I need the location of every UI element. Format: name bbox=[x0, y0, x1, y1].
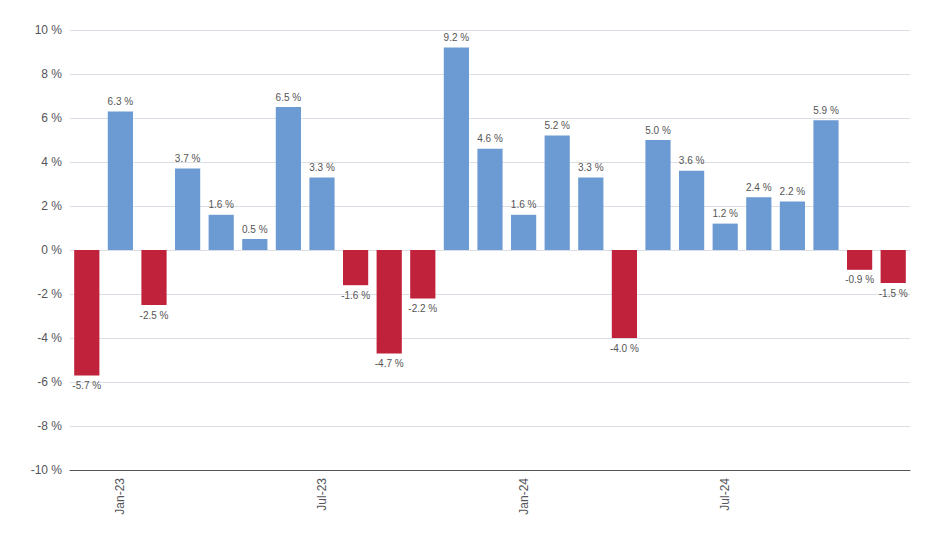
svg-text:1.2 %: 1.2 % bbox=[712, 208, 738, 219]
svg-text:-6 %: -6 % bbox=[37, 375, 62, 389]
svg-text:6.3 %: 6.3 % bbox=[108, 96, 134, 107]
svg-text:3.3 %: 3.3 % bbox=[309, 162, 335, 173]
svg-text:5.0 %: 5.0 % bbox=[645, 125, 671, 136]
svg-text:-0.9 %: -0.9 % bbox=[845, 274, 874, 285]
svg-text:10 %: 10 % bbox=[35, 23, 63, 37]
svg-text:-1.6 %: -1.6 % bbox=[341, 290, 370, 301]
svg-text:2 %: 2 % bbox=[41, 199, 62, 213]
svg-text:-4.7 %: -4.7 % bbox=[375, 358, 404, 369]
svg-text:8 %: 8 % bbox=[41, 67, 62, 81]
svg-text:-5.7 %: -5.7 % bbox=[72, 380, 101, 391]
svg-text:0.5 %: 0.5 % bbox=[242, 224, 268, 235]
svg-text:1.6 %: 1.6 % bbox=[511, 199, 537, 210]
svg-text:-2.5 %: -2.5 % bbox=[140, 310, 169, 321]
svg-text:9.2 %: 9.2 % bbox=[444, 32, 470, 43]
svg-text:Jul-24: Jul-24 bbox=[718, 478, 732, 511]
svg-text:5.2 %: 5.2 % bbox=[544, 120, 570, 131]
svg-text:3.6 %: 3.6 % bbox=[679, 155, 705, 166]
svg-text:3.3 %: 3.3 % bbox=[578, 162, 604, 173]
svg-text:-8 %: -8 % bbox=[37, 419, 62, 433]
svg-text:1.6 %: 1.6 % bbox=[208, 199, 234, 210]
svg-text:Jan-23: Jan-23 bbox=[113, 478, 127, 515]
svg-text:6 %: 6 % bbox=[41, 111, 62, 125]
svg-text:-4 %: -4 % bbox=[37, 331, 62, 345]
svg-text:3.7 %: 3.7 % bbox=[175, 153, 201, 164]
svg-text:Jul-23: Jul-23 bbox=[315, 478, 329, 511]
svg-text:-2 %: -2 % bbox=[37, 287, 62, 301]
svg-text:6.5 %: 6.5 % bbox=[276, 92, 302, 103]
svg-text:2.2 %: 2.2 % bbox=[780, 186, 806, 197]
svg-text:4 %: 4 % bbox=[41, 155, 62, 169]
svg-text:-2.2 %: -2.2 % bbox=[408, 303, 437, 314]
svg-text:-10 %: -10 % bbox=[31, 463, 63, 477]
svg-text:4.6 %: 4.6 % bbox=[477, 133, 503, 144]
svg-text:-1.5 %: -1.5 % bbox=[879, 288, 908, 299]
svg-text:-4.0 %: -4.0 % bbox=[610, 343, 639, 354]
svg-text:5.9 %: 5.9 % bbox=[813, 105, 839, 116]
svg-text:0 %: 0 % bbox=[41, 243, 62, 257]
svg-text:Jan-24: Jan-24 bbox=[517, 478, 531, 515]
svg-text:2.4 %: 2.4 % bbox=[746, 182, 772, 193]
